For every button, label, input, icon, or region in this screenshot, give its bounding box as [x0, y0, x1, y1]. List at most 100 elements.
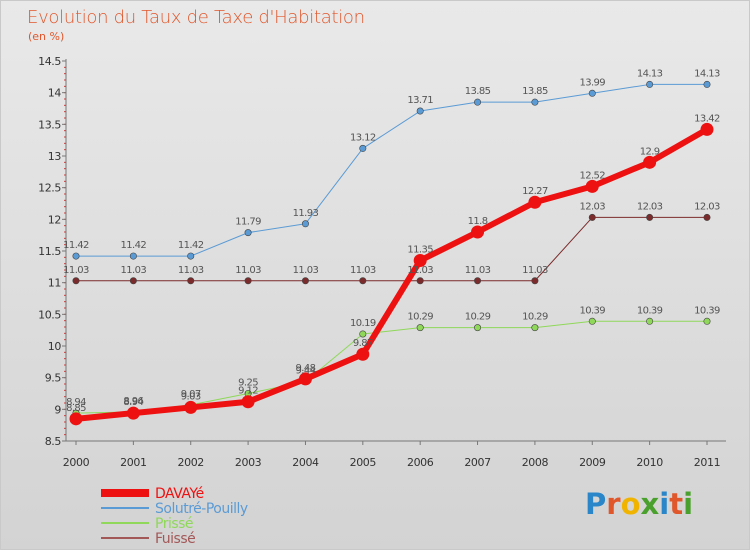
series-line	[75, 216, 708, 282]
data-label: 12.03	[579, 201, 605, 212]
data-label: 12.03	[637, 201, 663, 212]
data-label: 11.03	[121, 265, 147, 276]
data-label: 10.29	[465, 312, 491, 323]
logo-letter: t	[669, 487, 684, 521]
chart-title: Evolution du Taux de Taxe d'Habitation	[27, 7, 365, 28]
data-point	[474, 277, 482, 285]
data-point	[359, 277, 367, 285]
data-label: 12.27	[522, 186, 548, 197]
data-point	[241, 395, 255, 409]
data-point	[72, 252, 80, 260]
data-point	[588, 213, 596, 221]
proxiti-logo: Proxiti	[585, 487, 693, 521]
data-point	[72, 277, 80, 285]
data-point	[298, 372, 312, 386]
data-point	[356, 347, 370, 361]
data-label: 11.03	[178, 265, 204, 276]
logo-letter: r	[606, 487, 621, 521]
data-label: 11.03	[293, 265, 319, 276]
data-label: 10.39	[579, 305, 605, 316]
legend-label: Solutré-Pouilly	[155, 501, 248, 517]
data-point	[474, 98, 482, 106]
data-label: 11.79	[235, 217, 261, 228]
data-label: 10.19	[350, 318, 376, 329]
y-tick-label: 14.5	[38, 55, 61, 68]
data-label: 9.48	[296, 363, 316, 374]
data-point	[703, 80, 711, 88]
data-label: 8.96	[123, 396, 143, 407]
x-tick-label: 2005	[350, 456, 377, 469]
data-label: 11.42	[121, 240, 147, 251]
data-point	[416, 277, 424, 285]
data-point	[528, 195, 542, 209]
x-tick-label: 2006	[407, 456, 434, 469]
data-point	[184, 400, 198, 414]
logo-letter: o	[620, 487, 641, 521]
y-tick-label: 12	[48, 213, 61, 226]
data-point	[413, 254, 427, 267]
logo-letter: i	[659, 487, 670, 521]
data-label: 13.85	[522, 86, 548, 97]
data-label: 10.39	[694, 305, 720, 316]
data-point	[301, 220, 309, 228]
data-label: 8.85	[66, 403, 86, 414]
data-label: 12.52	[579, 170, 605, 181]
logo-letter: x	[640, 487, 660, 521]
data-point	[69, 412, 83, 426]
x-tick-label: 2002	[178, 456, 204, 469]
data-point	[643, 155, 657, 169]
data-point	[126, 406, 140, 420]
data-point	[471, 225, 485, 239]
data-point	[187, 252, 195, 260]
data-point	[588, 89, 596, 97]
data-label: 9.87	[353, 338, 373, 349]
logo-letter: i	[683, 487, 694, 521]
x-tick-label: 2004	[292, 456, 319, 469]
data-label: 11.35	[407, 245, 433, 256]
data-point	[359, 330, 367, 338]
data-label: 9.12	[238, 386, 258, 397]
data-point	[129, 277, 137, 285]
data-label: 9.07	[181, 389, 201, 400]
data-label: 13.42	[694, 113, 720, 124]
legend-label: Fuissé	[155, 531, 195, 547]
data-label: 14.13	[694, 68, 720, 79]
data-label: 12.9	[640, 146, 660, 157]
data-point	[585, 179, 599, 193]
y-tick-label: 8.5	[45, 435, 62, 448]
data-point	[187, 277, 195, 285]
data-point	[359, 144, 367, 152]
data-label: 10.29	[522, 312, 548, 323]
x-tick-label: 2007	[464, 456, 491, 469]
data-point	[646, 80, 654, 88]
data-label: 11.93	[293, 208, 319, 219]
data-label: 8.94	[123, 397, 143, 408]
x-tick-label: 2011	[694, 456, 720, 469]
data-label: 13.71	[407, 95, 433, 106]
data-label: 11.03	[63, 265, 89, 276]
x-tick-label: 2001	[120, 456, 146, 469]
data-point	[301, 277, 309, 285]
data-label: 11.42	[63, 240, 89, 251]
y-tick-label: 14	[48, 87, 62, 100]
data-point	[244, 229, 252, 237]
chart-subtitle: (en %)	[28, 30, 65, 43]
series-line	[73, 126, 710, 422]
data-label: 12.03	[694, 201, 720, 212]
data-label: 13.99	[579, 77, 605, 88]
y-tick-label: 10	[48, 340, 62, 353]
y-tick-label: 12.5	[38, 182, 61, 195]
data-point	[244, 277, 252, 285]
data-point	[531, 324, 539, 332]
data-label: 11.03	[350, 265, 376, 276]
y-tick-label: 10.5	[38, 308, 61, 321]
data-point	[474, 324, 482, 332]
data-label: 11.03	[407, 265, 433, 276]
data-label: 13.12	[350, 132, 376, 143]
data-label: 13.85	[465, 86, 491, 97]
data-label: 9.03	[181, 391, 201, 402]
data-label: 8.94	[66, 397, 86, 408]
data-point	[129, 252, 137, 260]
x-tick-label: 2000	[63, 456, 90, 469]
